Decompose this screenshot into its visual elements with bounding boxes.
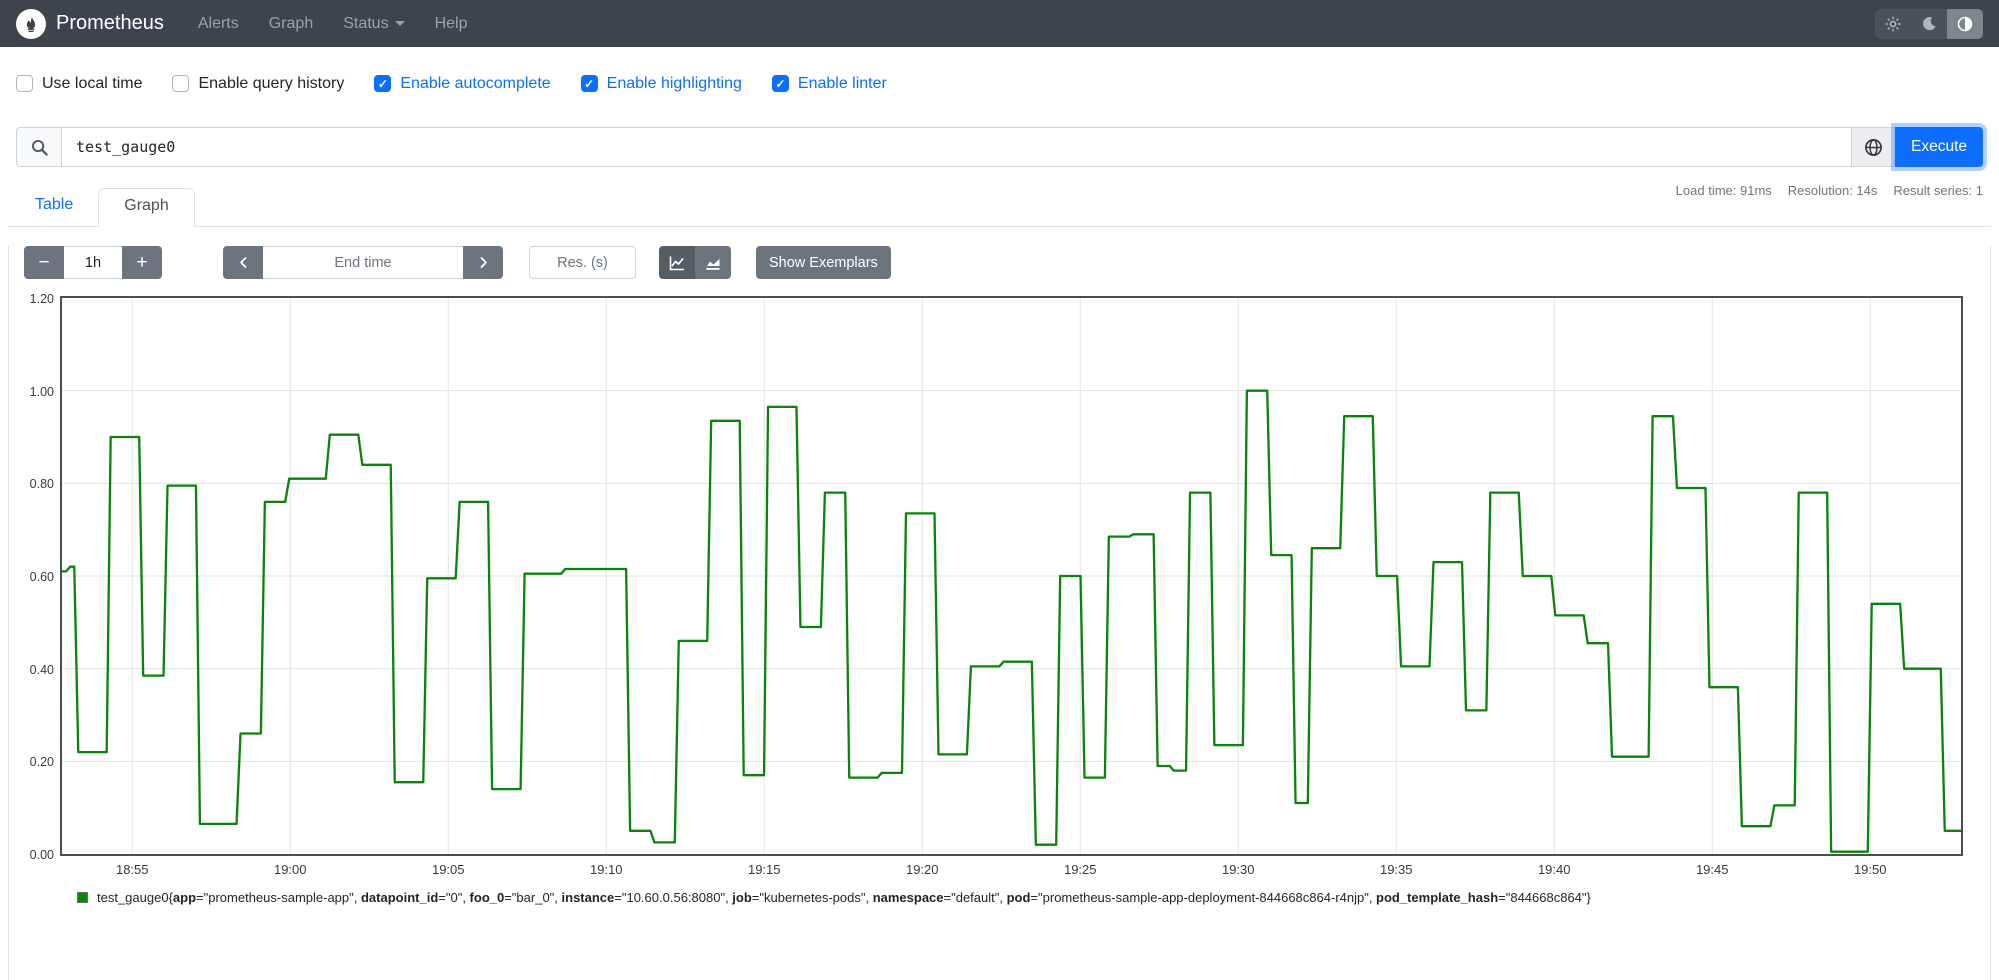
x-axis-tick-label: 19:30 (1221, 862, 1255, 877)
globe-icon (1864, 138, 1882, 156)
option-label: Enable highlighting (606, 74, 742, 92)
time-forward-button[interactable] (463, 246, 503, 279)
show-exemplars-button[interactable]: Show Exemplars (756, 246, 891, 279)
circle-half-icon (1957, 16, 1973, 31)
chart-plot-area[interactable]: 0.00 0.20 0.40 0.60 0.80 1.00 1.20 18:55 19:00 19… (30, 292, 1963, 877)
option-enable-query-history[interactable]: Enable query history (172, 75, 344, 93)
theme-auto-button[interactable] (1947, 8, 1983, 39)
prometheus-logo-icon (16, 8, 46, 39)
series-line (62, 389, 1961, 853)
time-back-button[interactable] (223, 246, 263, 279)
checked-checkbox-icon[interactable]: ✓ (580, 75, 598, 92)
option-enable-highlighting[interactable]: ✓ Enable highlighting (580, 74, 742, 93)
x-axis-tick-label: 18:55 (115, 862, 149, 877)
nav-item-alerts[interactable]: Alerts (197, 14, 239, 32)
x-axis-tick-label: 19:45 (1695, 862, 1729, 877)
nav-item-help[interactable]: Help (434, 14, 468, 32)
y-axis-tick-label: 0.20 (29, 755, 54, 770)
chevron-right-icon (480, 257, 487, 268)
y-axis-tick-label: 0.00 (29, 848, 54, 862)
x-axis-tick-label: 19:15 (747, 862, 781, 877)
x-axis-tick-label: 19:25 (1063, 862, 1097, 877)
execute-button[interactable]: Execute (1895, 127, 1983, 167)
stacked-chart-icon (706, 258, 720, 270)
x-axis-tick-label: 19:05 (431, 862, 465, 877)
y-axis-tick-label: 0.40 (29, 662, 54, 677)
stacked-chart-button[interactable] (695, 246, 731, 279)
end-time-input[interactable] (263, 246, 463, 279)
x-axis-tick-label: 19:35 (1379, 862, 1413, 877)
range-increase-button[interactable]: + (122, 246, 162, 279)
resolution-input[interactable] (529, 246, 636, 279)
options-row: Use local time Enable query history ✓ Enabl… (0, 47, 1999, 103)
brand-name: Prometheus (56, 12, 164, 34)
x-axis-tick-label: 19:40 (1537, 862, 1571, 877)
series-swatch (77, 892, 88, 903)
y-axis-tick-label: 0.60 (29, 570, 54, 584)
graph-toolbar: − 1h + (24, 246, 1990, 279)
range-input[interactable]: 1h (64, 246, 122, 279)
option-label: Use local time (42, 74, 143, 92)
query-stats: Load time: 91ms Resolution: 14s Result s… (1676, 183, 1983, 198)
end-time-group (223, 246, 503, 279)
tab-table[interactable]: Table (35, 196, 74, 213)
x-axis-tick-label: 19:50 (1853, 862, 1887, 877)
navbar: Prometheus Alerts Graph Status Help (0, 0, 1999, 47)
y-axis-tick-label: 1.20 (29, 292, 54, 306)
query-input[interactable] (61, 127, 1851, 167)
legend-item[interactable]: test_gauge0{app="prometheus-sample-app",… (77, 890, 1990, 905)
metrics-explorer-button[interactable] (1851, 127, 1895, 167)
option-label: Enable autocomplete (400, 74, 551, 92)
chart-type-toggle (659, 246, 731, 279)
nav-item-status[interactable]: Status (343, 15, 405, 33)
query-bar: Execute (16, 127, 1983, 167)
result-series: Result series: 1 (1893, 183, 1983, 198)
option-label: Enable linter (797, 74, 887, 92)
tab-graph[interactable]: Graph (98, 188, 195, 227)
line-chart-icon (669, 256, 684, 270)
x-axis-tick-label: 19:00 (273, 862, 307, 877)
option-label: Enable query history (198, 74, 345, 92)
option-enable-autocomplete[interactable]: ✓ Enable autocomplete (374, 74, 551, 93)
x-axis-tick-label: 19:20 (905, 862, 939, 877)
unchecked-checkbox-icon[interactable] (16, 75, 33, 92)
option-enable-linter[interactable]: ✓ Enable linter (771, 74, 887, 93)
graph-panel: − 1h + (8, 246, 1991, 980)
theme-dark-button[interactable] (1911, 9, 1947, 39)
search-icon (31, 139, 48, 156)
option-use-local-time[interactable]: Use local time (16, 75, 142, 93)
range-decrease-button[interactable]: − (24, 246, 64, 279)
dropdown-caret-icon (394, 21, 405, 26)
theme-toggle (1875, 8, 1983, 39)
nav-item-graph[interactable]: Graph (268, 14, 314, 32)
nav-links: Alerts Graph Status Help (198, 15, 1875, 33)
resolution: Resolution: 14s (1787, 183, 1878, 198)
checked-checkbox-icon[interactable]: ✓ (374, 75, 392, 92)
checked-checkbox-icon[interactable]: ✓ (771, 75, 789, 92)
range-group: − 1h + (24, 246, 162, 279)
theme-light-button[interactable] (1875, 9, 1911, 39)
chevron-left-icon (239, 257, 246, 268)
unchecked-checkbox-icon[interactable] (172, 75, 190, 92)
tabs: Table Graph (8, 188, 1991, 227)
y-axis-tick-label: 1.00 (29, 384, 54, 399)
load-time: Load time: 91ms (1675, 183, 1772, 198)
moon-icon (1922, 17, 1936, 31)
series-label: test_gauge0{app="prometheus-sample-app",… (97, 890, 1591, 905)
sun-icon (1885, 16, 1901, 31)
y-axis-tick-label: 0.80 (29, 477, 54, 492)
search-addon (16, 127, 61, 167)
line-chart-button[interactable] (659, 246, 695, 279)
x-axis-tick-label: 19:10 (589, 862, 623, 877)
brand[interactable]: Prometheus (16, 8, 164, 39)
